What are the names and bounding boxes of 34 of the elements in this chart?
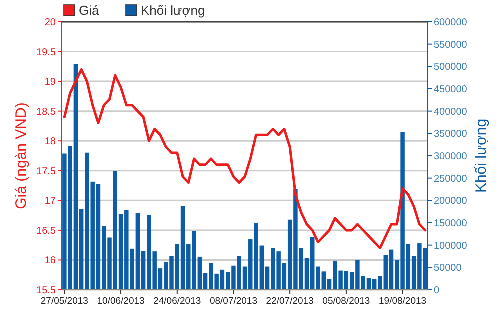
y2-tick-label: 250000 [434, 174, 468, 185]
y-tick-label: 19 [44, 77, 56, 88]
y-axis-title: Giá (ngàn VND) [13, 102, 30, 210]
y-tick-label: 16.5 [36, 226, 56, 237]
y2-tick-label: 0 [434, 286, 440, 296]
y2-tick-label: 100000 [434, 240, 468, 252]
x-tick-label: 10/06/2013 [97, 296, 145, 307]
x-tick-label: 24/06/2013 [154, 296, 202, 307]
y2-tick-label: 300000 [434, 152, 468, 162]
y-tick-label: 17.5 [36, 166, 56, 178]
x-tick-label: 19/08/2013 [379, 296, 427, 307]
y2-tick-label: 450000 [434, 84, 468, 96]
x-tick-label: 27/05/2013 [40, 296, 88, 307]
y2-tick-label: 200000 [434, 196, 468, 208]
y2-tick-label: 550000 [434, 40, 468, 51]
y2-axis-title: Khối lượng [473, 118, 490, 194]
y-tick-label: 15.5 [36, 286, 56, 296]
y2-tick-label: 150000 [434, 218, 468, 230]
x-tick-label: 05/08/2013 [322, 296, 370, 307]
legend-label: Khối lượng [141, 3, 206, 18]
y2-tick-label: 500000 [434, 62, 468, 74]
y-tick-label: 16 [44, 256, 56, 267]
y2-tick-label: 50000 [434, 263, 462, 274]
y2-tick-label: 350000 [434, 129, 468, 140]
y-tick-label: 20 [44, 18, 56, 28]
x-tick-label: 08/07/2013 [210, 296, 258, 307]
x-tick-label: 22/07/2013 [266, 296, 314, 307]
y2-tick-label: 600000 [434, 18, 468, 28]
y-tick-label: 19.5 [36, 47, 56, 58]
legend-label: Giá [79, 3, 100, 18]
y-tick-label: 18 [44, 136, 56, 148]
y2-tick-label: 400000 [434, 106, 468, 118]
y-tick-label: 17 [44, 196, 56, 208]
y-tick-label: 18.5 [36, 106, 56, 118]
